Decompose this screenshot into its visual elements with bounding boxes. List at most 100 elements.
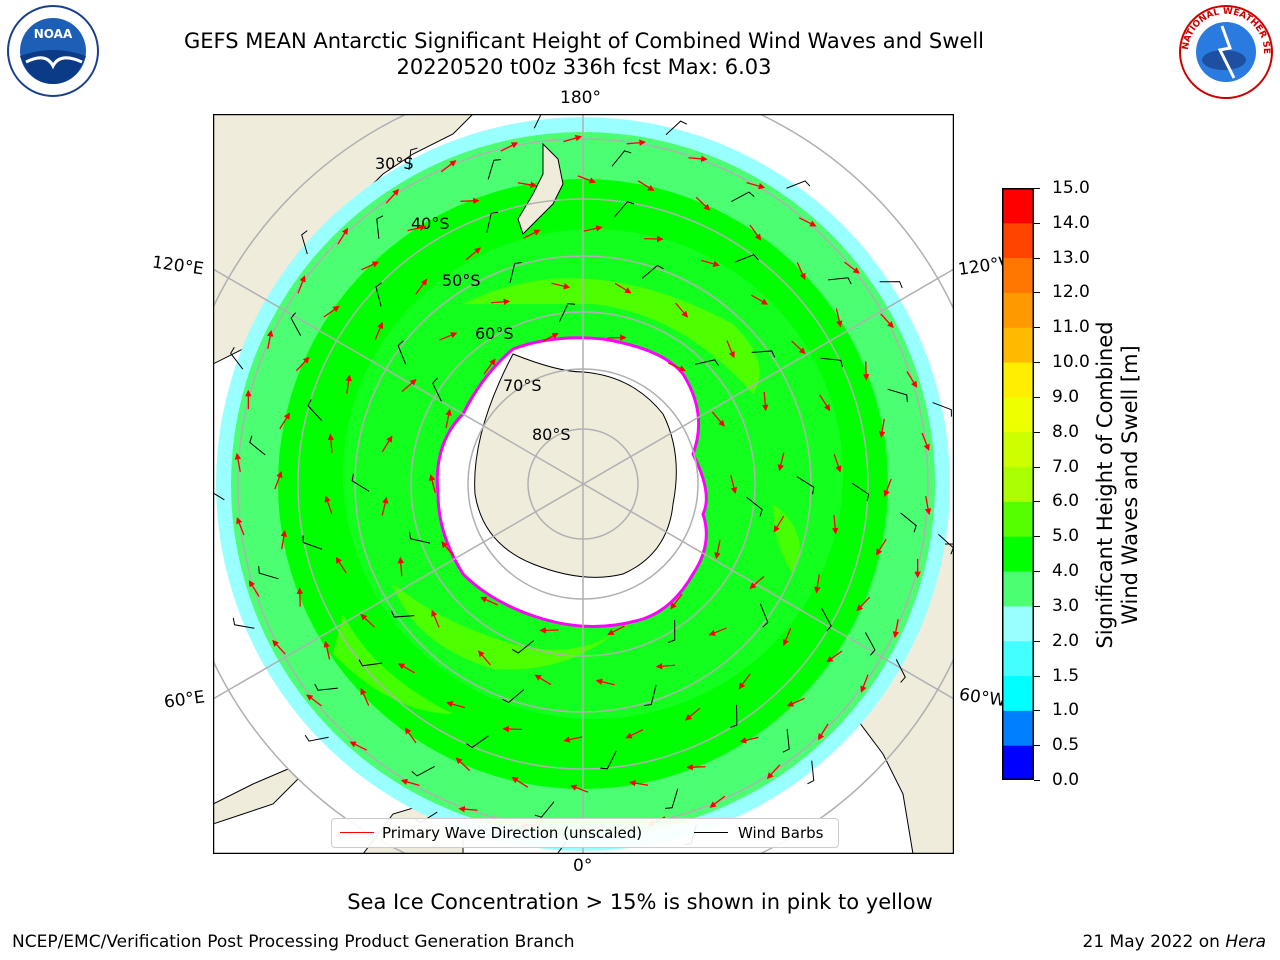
wave-arrow [695, 196, 711, 211]
wave-arrow [798, 217, 817, 227]
wave-arrow [337, 227, 349, 245]
colorbar-tick [1034, 640, 1040, 642]
footer-branch: NCEP/EMC/Verification Post Processing Pr… [12, 932, 575, 952]
wind-barb [432, 377, 442, 402]
map-legend: Primary Wave Direction (unscaled) Wind B… [331, 818, 839, 848]
wave-arrow [280, 530, 288, 550]
wind-barb [304, 734, 329, 742]
wave-arrow [670, 593, 683, 610]
lat-label-30: 30°S [375, 154, 414, 173]
wave-arrow [738, 673, 751, 690]
colorbar-tick-label: 2.0 [1052, 630, 1080, 651]
wind-barb [375, 282, 382, 307]
wave-arrow [323, 640, 331, 660]
wave-arrow [407, 224, 427, 232]
wave-arrow [883, 478, 892, 497]
wave-arrow [607, 625, 625, 635]
wave-arrow [711, 411, 725, 427]
lat-label-40: 40°S [411, 214, 450, 233]
wave-arrow [428, 474, 436, 493]
wave-arrow [511, 777, 529, 788]
lon-label-lower-right: 60°W [957, 684, 1008, 712]
colorbar-tick-label: 6.0 [1052, 491, 1080, 512]
land-antarctica [474, 353, 677, 578]
wind-barb [390, 610, 415, 618]
wind-barb [232, 617, 255, 629]
wave-arrow [668, 362, 686, 372]
lat-label-50: 50°S [442, 271, 481, 290]
wave-arrow [441, 541, 455, 557]
colorbar-bin [1002, 536, 1034, 572]
wave-arrow [686, 763, 706, 771]
wave-arrow [563, 736, 583, 743]
colorbar-tick-label: 0.5 [1052, 735, 1080, 756]
wind-barb [307, 399, 322, 421]
lat-label-80: 80°S [532, 425, 571, 444]
colorbar-tick-label: 14.0 [1052, 212, 1090, 233]
wave-arrow [272, 639, 286, 655]
wind-barb [895, 659, 906, 683]
lon-label-upper-left: 120°E [150, 252, 205, 280]
wave-arrow [381, 496, 389, 516]
wave-arrow [796, 262, 806, 281]
wind-barb [258, 566, 279, 580]
footer-date: 21 May 2022 on Hera [1083, 932, 1267, 952]
wave-arrow [460, 197, 480, 205]
wave-arrow [583, 225, 603, 232]
wave-arrow [625, 729, 644, 739]
wave-arrow [924, 496, 932, 516]
wave-arrow [324, 495, 333, 514]
wave-arrow [458, 805, 478, 813]
wave-arrow [708, 627, 727, 636]
wave-arrow [817, 723, 829, 741]
legend-wind-barbs: Wind Barbs [738, 824, 824, 842]
wave-arrow [397, 663, 416, 674]
wave-arrow [814, 574, 821, 594]
wave-arrow [749, 576, 765, 590]
wave-arrow [749, 224, 762, 241]
nws-logo: NATIONAL WEATHER SERVICE [1178, 4, 1273, 99]
wave-arrow [266, 329, 274, 350]
colorbar-tick-label: 4.0 [1052, 561, 1080, 582]
wave-arrow [819, 394, 831, 412]
wind-barb [665, 120, 688, 136]
colorbar-tick [1034, 431, 1040, 433]
wind-barb [502, 689, 525, 704]
wave-arrow [534, 674, 552, 686]
wave-arrow [477, 650, 491, 666]
wave-arrow [892, 618, 900, 639]
colorbar-tick [1034, 222, 1040, 224]
colorbar-title: Significant Height of Combined Wind Wave… [1093, 285, 1143, 685]
wind-barb [509, 262, 522, 283]
wave-arrow [349, 741, 368, 751]
wind-barb [731, 191, 755, 203]
wind-barb [486, 211, 499, 233]
wave-arrow [455, 757, 471, 772]
wind-barb [644, 685, 657, 706]
wave-arrow [295, 356, 310, 372]
lon-label-top: 180° [560, 88, 601, 108]
lon-label-bottom: 0° [573, 856, 593, 876]
wave-arrow [739, 736, 759, 744]
legend-swatch-barb [694, 832, 728, 833]
colorbar-tick-label: 12.0 [1052, 282, 1090, 303]
wave-arrow [480, 596, 498, 606]
colorbar-tick-label: 8.0 [1052, 421, 1080, 442]
wave-arrow [400, 778, 420, 786]
colorbar-title-line2: Wind Waves and Swell [m] [1118, 345, 1142, 625]
wave-arrow [431, 609, 440, 628]
colorbar-tick [1034, 745, 1040, 747]
lat-label-60: 60°S [475, 324, 514, 343]
wave-arrow [688, 155, 708, 163]
wind-barb [397, 340, 407, 365]
wave-arrow [730, 475, 738, 494]
wind-barb [932, 402, 952, 417]
wave-arrow [306, 694, 322, 707]
wind-barb [230, 347, 244, 370]
wave-arrow [401, 378, 417, 392]
footer-machine: Hera [1225, 932, 1266, 952]
wave-arrow [360, 687, 370, 706]
wind-barb [534, 801, 555, 818]
wave-arrow [626, 139, 646, 146]
wave-arrow [746, 182, 766, 190]
